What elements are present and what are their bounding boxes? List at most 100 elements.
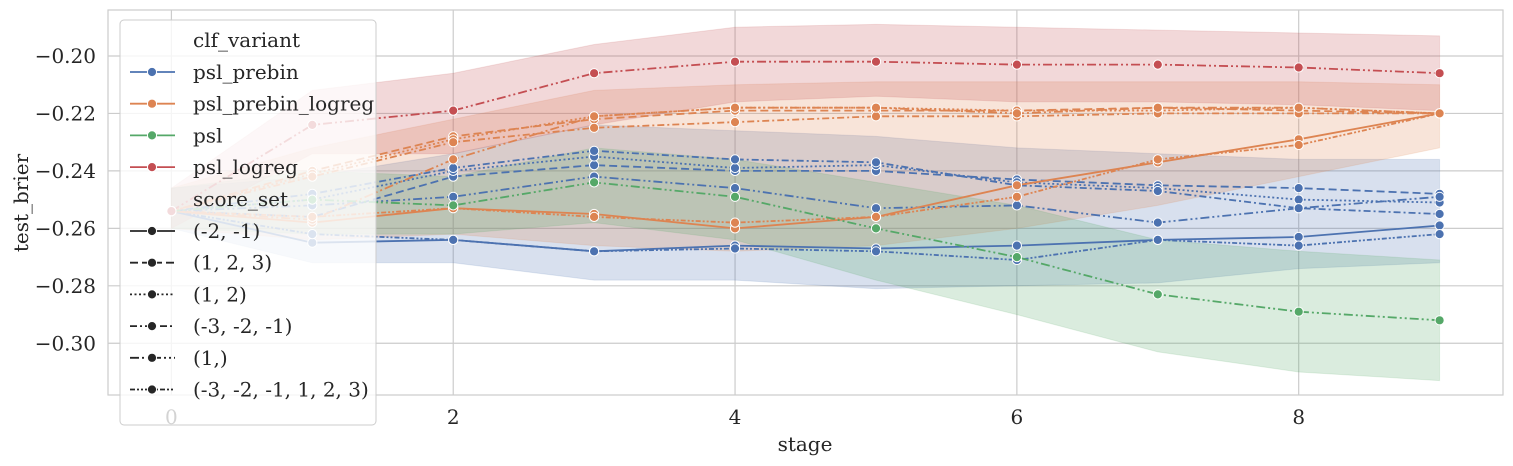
data-point [1293,139,1304,151]
legend-style-title: score_set [193,187,288,211]
data-point [448,154,459,165]
data-point [1434,315,1445,326]
y-tick-label: −0.28 [35,274,96,298]
data-point [589,68,600,79]
legend-style-marker [146,352,158,363]
legend-entry-label: psl_prebin_logreg [193,92,374,116]
data-point [1434,68,1445,79]
legend-swatch-marker [146,66,158,78]
data-point [1293,231,1304,243]
legend-entry-label: (1, 2) [193,282,247,306]
series-line [171,106,1440,212]
x-tick-label: 6 [1010,405,1023,429]
series-line [171,106,1440,212]
series-lines [170,60,1440,322]
series-line [171,210,1440,253]
data-point [1011,200,1023,211]
data-point [1293,306,1304,317]
data-point [729,102,741,113]
legend-style-marker [146,257,158,268]
data-point [448,137,459,148]
data-point [729,217,741,228]
data-point [729,162,741,174]
data-point [1293,203,1304,214]
legend-swatch-marker [146,98,158,109]
series-line [171,112,1440,212]
legend-box [119,19,377,426]
x-axis-label: stage [778,432,833,456]
x-tick-label: 4 [729,405,742,429]
plot-frame [107,9,1504,396]
data-point [589,160,600,171]
data-point [1434,191,1445,202]
series-line [171,210,1440,261]
data-point [870,111,882,122]
legend-entry-label: (1,) [193,346,228,370]
data-point [1293,62,1304,73]
y-tick-label: −0.24 [35,159,96,183]
data-point [589,246,600,257]
data-point [1434,208,1445,220]
data-point [1011,108,1023,119]
data-point [870,157,882,168]
legend-entry-label: (-3, -2, -1) [193,314,292,338]
data-point [1011,191,1023,202]
series-line [170,60,1440,212]
data-point [1293,194,1304,205]
legend-entry-label: (-3, -2, -1, 1, 2, 3) [193,378,369,402]
confidence-band [170,147,1441,382]
data-point [1293,183,1304,194]
legend-entry-label: psl_prebin [193,60,299,84]
data-point [870,211,882,222]
data-point [1293,102,1304,113]
y-tick-label: −0.26 [35,216,96,240]
data-point [729,243,741,254]
legend-entry-label: (-2, -1) [193,219,260,243]
data-point [870,203,882,214]
data-point [1152,102,1163,113]
data-point [589,122,600,133]
legend-swatch-marker [146,130,158,141]
series-line [171,155,1440,212]
data-point [870,246,882,257]
data-point [1434,229,1445,240]
data-point [448,105,459,116]
legend-style-marker [146,384,158,395]
data-point [870,56,882,67]
data-point [1152,217,1163,228]
confidence-band [170,124,1441,290]
x-axis-ticks: 02468 [165,405,1305,429]
legend: clf_variant score_set psl_prebin psl_preb… [119,19,377,426]
legend-entry-label: psl_logreg [193,155,298,179]
data-point [1011,252,1023,263]
series-line [171,112,1440,230]
legend-style-marker [146,225,158,237]
data-point [1434,108,1445,119]
data-point [1011,180,1023,191]
data-point [448,191,459,202]
legend-swatch-marker [146,162,158,173]
legend-hue-title: clf_variant [193,28,300,52]
data-point [1011,240,1023,251]
data-point [589,211,600,222]
data-point [1152,185,1163,197]
y-tick-label: −0.30 [35,331,96,355]
series-line [171,181,1440,322]
data-point [1152,289,1163,300]
y-axis-label: test_brier [9,153,33,252]
data-point [589,111,600,122]
y-axis-ticks: −0.30 −0.28 −0.26 −0.24 −0.22 −0.20 [35,44,96,355]
x-tick-label: 8 [1292,405,1305,429]
legend-style-marker [146,321,158,332]
data-point [729,183,741,194]
data-point [870,102,882,113]
data-point [729,56,741,67]
series-line [171,112,1440,224]
data-point [448,200,459,211]
data-point [448,234,459,245]
legend-entry-label: (1, 2, 3) [193,251,272,275]
data-point [1434,220,1445,231]
series-line [171,164,1440,218]
